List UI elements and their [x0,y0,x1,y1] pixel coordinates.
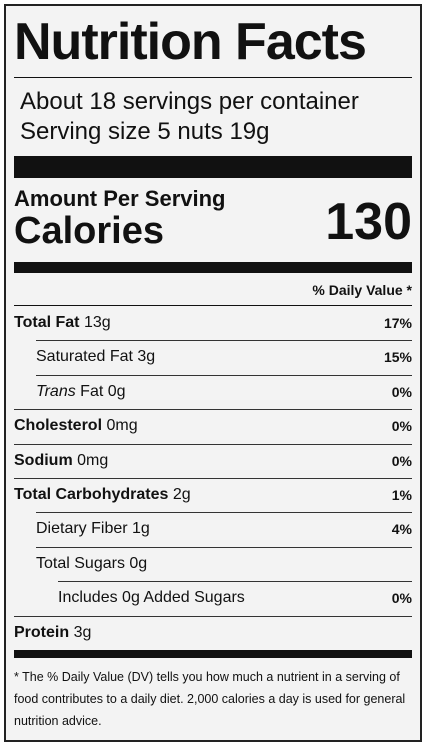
footnote: * The % Daily Value (DV) tells you how m… [14,670,406,728]
rule [14,615,412,617]
rule [36,512,412,514]
rule [14,443,412,445]
row-amount: 3g [73,623,92,641]
row-label: Total Carbohydrates 2g [14,486,191,504]
row-name: Fat [80,382,104,400]
row-name: Cholesterol [14,417,103,435]
row-dv: 17% [383,315,412,331]
row-label: Total Fat 13g [14,314,111,332]
row-name: Saturated Fat [36,348,133,366]
thick-bar [14,156,412,178]
amount-per-serving: Amount Per Serving [14,186,226,211]
row-label: Protein 3g [14,624,91,642]
row-label: Total Sugars 0g [36,555,147,573]
row-amount: 0mg [77,451,109,469]
nutrition-label: Nutrition Facts About 18 servings per co… [4,4,422,742]
row-name-italic: Trans [36,382,76,400]
rule [14,409,412,411]
row-amount: 2g [172,486,191,503]
row-dv: 0% [391,383,412,400]
row-dv: 1% [391,487,412,503]
row-amount: 0mg [106,417,138,435]
row-label: Trans Fat 0g [36,383,126,401]
row-label: Dietary Fiber 1g [36,520,150,538]
rule [36,546,412,548]
row-label: Sodium 0mg [14,452,108,470]
row-label: Includes 0g Added Sugars [58,589,245,607]
row-amount: 13g [83,314,111,331]
thick-bar [14,650,412,658]
row-name: Includes 0g Added Sugars [58,589,245,607]
row-dv: 15% [383,349,412,366]
row-name: Sodium [14,451,73,469]
row-name: Total Sugars [36,554,125,572]
row-name: Total Fat [14,314,80,331]
serving-size: Serving size 5 nuts 19g [20,118,270,145]
daily-value-header: % Daily Value * [312,282,412,298]
rule [14,305,412,306]
calories-value: 130 [325,193,412,251]
row-amount: 0g [129,554,148,572]
row-name: Dietary Fiber [36,520,128,538]
rule [36,374,412,376]
row-dv: 0% [391,418,412,435]
rule [58,581,412,583]
rule [14,77,412,78]
row-name: Protein [14,623,70,641]
rule [36,340,412,342]
row-amount: 1g [132,520,150,538]
row-name: Total Carbohydrates [14,486,169,503]
servings: About 18 servings per container [20,88,359,115]
row-label: Saturated Fat 3g [36,348,155,366]
thick-bar [14,262,412,273]
calories-label: Calories [14,210,164,252]
rule [14,478,412,479]
row-dv: 0% [391,452,412,469]
row-amount: 0g [107,382,126,400]
row-dv: 4% [391,521,412,538]
row-label: Cholesterol 0mg [14,417,138,435]
title: Nutrition Facts [14,13,367,71]
row-dv: 0% [391,590,412,607]
row-amount: 3g [137,348,156,366]
